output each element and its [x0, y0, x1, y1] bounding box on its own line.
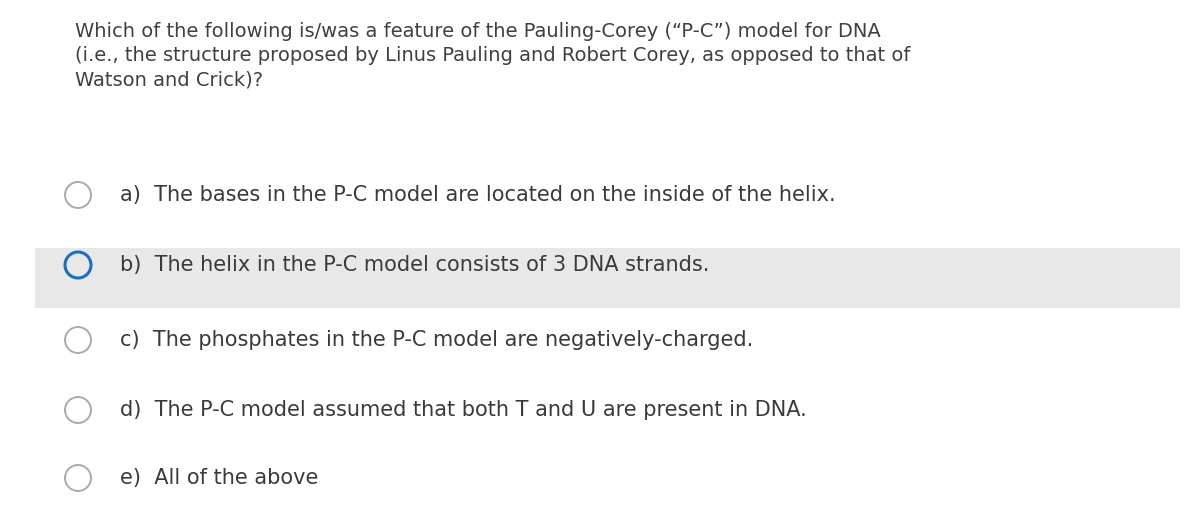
Text: Watson and Crick)?: Watson and Crick)?	[74, 70, 263, 89]
Text: (i.e., the structure proposed by Linus Pauling and Robert Corey, as opposed to t: (i.e., the structure proposed by Linus P…	[74, 46, 911, 65]
Text: b)  The helix in the P-C model consists of 3 DNA strands.: b) The helix in the P-C model consists o…	[120, 255, 709, 275]
Text: a)  The bases in the P-C model are located on the inside of the helix.: a) The bases in the P-C model are locate…	[120, 185, 835, 205]
Text: d)  The P-C model assumed that both T and U are present in DNA.: d) The P-C model assumed that both T and…	[120, 400, 806, 420]
Text: Which of the following is/was a feature of the Pauling-Corey (“P-C”) model for D: Which of the following is/was a feature …	[74, 22, 881, 41]
Bar	[35, 248, 1180, 308]
Text: c)  The phosphates in the P-C model are negatively-charged.: c) The phosphates in the P-C model are n…	[120, 330, 754, 350]
Text: e)  All of the above: e) All of the above	[120, 468, 318, 488]
